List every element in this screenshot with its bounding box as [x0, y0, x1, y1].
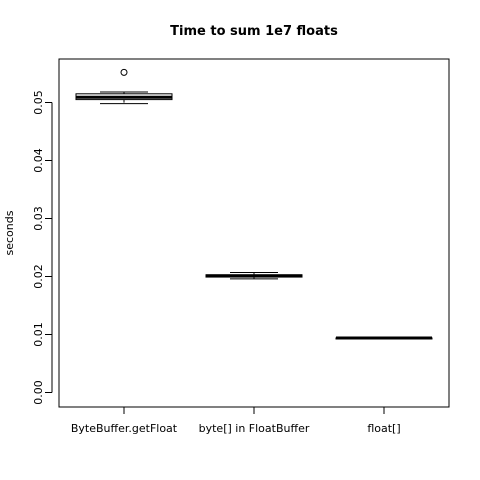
y-axis: 0.00 0.01 0.02 0.03 0.04 0.05: [32, 90, 53, 405]
box-group: [75, 68, 173, 105]
outlier-point: [120, 68, 128, 76]
y-tick-label: 0.01: [32, 322, 45, 347]
y-axis-label: seconds: [3, 210, 16, 255]
y-tick-label: 0.05: [32, 90, 45, 115]
chart-title: Time to sum 1e7 floats: [170, 24, 338, 39]
y-tick-label: 0.04: [32, 148, 45, 173]
x-tick-label: float[]: [367, 422, 400, 435]
box-group: [335, 336, 433, 340]
y-tick-label: 0.00: [32, 380, 45, 405]
plot-frame: [58, 58, 450, 408]
x-axis: ByteBuffer.getFloat byte[] in FloatBuffer…: [71, 407, 401, 435]
y-tick-label: 0.02: [32, 264, 45, 289]
y-tick-label: 0.03: [32, 206, 45, 231]
boxes-layer: [75, 68, 433, 340]
box-group: [205, 271, 303, 280]
x-tick-label: byte[] in FloatBuffer: [199, 422, 310, 435]
x-tick-label: ByteBuffer.getFloat: [71, 422, 178, 435]
